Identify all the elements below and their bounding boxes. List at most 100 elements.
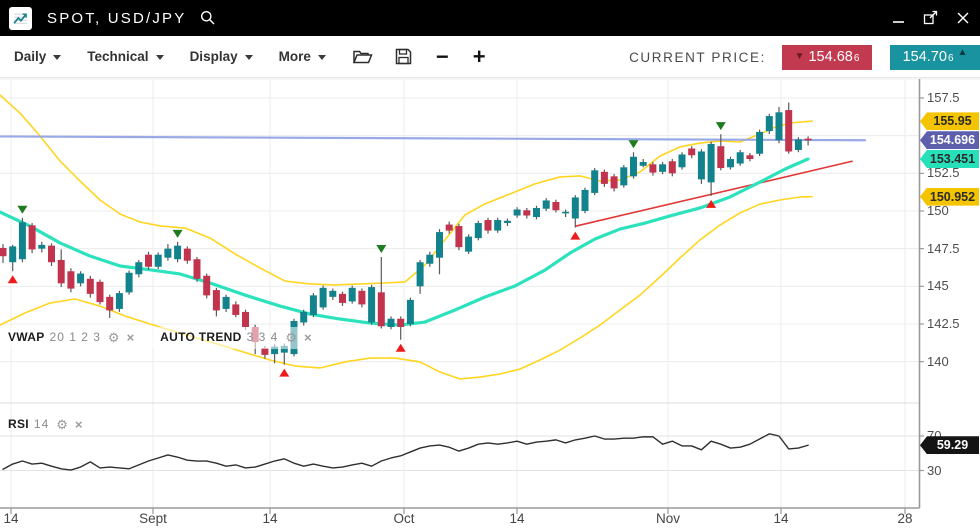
sell-marker-icon <box>628 140 639 149</box>
candle-down <box>96 281 104 303</box>
candle-up <box>436 232 443 258</box>
sell-marker-icon <box>17 205 28 214</box>
menu-more[interactable]: More <box>279 49 326 64</box>
title-bar: SPOT, USD/JPY <box>0 0 980 36</box>
candle-up <box>533 207 540 218</box>
search-icon[interactable] <box>200 10 216 26</box>
price-chart-canvas[interactable] <box>0 78 980 532</box>
menu-more-label: More <box>278 49 311 64</box>
candle-up <box>164 248 172 258</box>
rsi-value-tag: 59.29 <box>920 436 979 455</box>
auto-trend-params: 3 3 4 <box>246 330 279 344</box>
bid-price-value: 154.68 <box>808 49 853 65</box>
candle-up <box>280 345 288 353</box>
popout-window-icon[interactable] <box>922 9 940 27</box>
symbol-title: SPOT, USD/JPY <box>47 9 187 27</box>
candle-up <box>271 346 279 355</box>
candle-down <box>552 201 560 211</box>
price-axis-label: 145 <box>927 278 949 294</box>
candle-up <box>542 200 550 209</box>
auto-trend-remove-icon[interactable]: × <box>303 329 312 345</box>
candle-up <box>77 273 85 284</box>
candle-down <box>804 138 812 141</box>
menu-display[interactable]: Display <box>190 49 253 64</box>
candle-down <box>232 304 240 315</box>
rsi-params: 14 <box>33 417 50 431</box>
buy-marker-icon <box>395 343 406 352</box>
ask-price-badge: 154.70 6 ▲ <box>890 44 980 70</box>
rsi-settings-icon[interactable]: ⚙ <box>56 416 68 432</box>
date-axis-label: 14 <box>509 511 525 526</box>
candle-down <box>523 210 531 216</box>
candle-up <box>775 112 783 141</box>
date-axis-label: 14 <box>3 511 19 526</box>
close-icon[interactable] <box>954 9 972 27</box>
menu-daily[interactable]: Daily <box>14 49 62 64</box>
price-level-tag: 155.95 <box>920 112 979 131</box>
price-axis-label: 152.5 <box>927 165 960 181</box>
auto-trend-line <box>575 160 853 227</box>
app-logo-icon <box>9 6 32 30</box>
candle-down <box>445 224 453 231</box>
sell-marker-icon <box>376 244 387 253</box>
buy-marker-icon <box>7 275 18 284</box>
price-axis-label: 147.5 <box>927 240 960 256</box>
arrow-up-icon: ▲ <box>957 47 968 58</box>
date-axis-label: 14 <box>262 511 278 526</box>
ask-price-value: 154.70 <box>902 49 947 65</box>
candle-up <box>571 197 579 219</box>
candle-up <box>309 295 317 315</box>
candle-up <box>765 116 773 132</box>
chevron-down-icon <box>155 55 164 60</box>
date-axis-label: Nov <box>655 511 681 526</box>
price-axis-label: 142.5 <box>927 315 960 331</box>
buy-marker-icon <box>279 368 290 377</box>
candle-up <box>620 167 628 186</box>
candle-down <box>48 245 55 263</box>
chart-toolbar: Daily Technical Display More − + CURRENT… <box>0 36 980 78</box>
candle-up <box>368 287 376 323</box>
candle-up <box>125 272 133 293</box>
candle-down <box>106 296 114 311</box>
zoom-in-button[interactable]: + <box>472 43 486 69</box>
candle-down <box>484 220 492 231</box>
vwap-settings-icon[interactable]: ⚙ <box>107 329 120 345</box>
save-icon[interactable] <box>395 48 412 65</box>
candle-up <box>513 209 521 216</box>
vwap-label: VWAP <box>8 330 45 344</box>
price-level-tag: 153.451 <box>920 150 979 168</box>
candle-up <box>222 296 230 309</box>
current-price-group: CURRENT PRICE: ▼ 154.68 6 154.70 6 ▲ <box>629 36 980 78</box>
candle-down <box>397 318 405 328</box>
candle-up <box>154 254 162 267</box>
candle-up <box>474 223 482 239</box>
rsi-label: RSI <box>8 417 29 431</box>
menu-technical[interactable]: Technical <box>87 49 164 64</box>
candle-up <box>659 164 667 172</box>
candle-up <box>581 189 589 211</box>
candle-down <box>67 271 75 289</box>
minimize-icon[interactable] <box>890 9 908 27</box>
candle-down <box>600 171 608 184</box>
current-price-label: CURRENT PRICE: <box>629 49 766 65</box>
rsi-remove-icon[interactable]: × <box>74 416 83 432</box>
candle-up <box>38 244 46 249</box>
horizontal-price-line <box>0 135 867 142</box>
sell-marker-icon <box>715 122 726 131</box>
candle-down <box>183 248 191 261</box>
menu-daily-label: Daily <box>14 49 47 64</box>
candle-up <box>115 293 123 309</box>
vwap-remove-icon[interactable]: × <box>126 329 135 345</box>
zoom-out-button[interactable]: − <box>435 43 449 69</box>
bollinger-upper-band <box>0 94 813 286</box>
candle-up <box>736 152 744 164</box>
candle-down <box>717 146 725 169</box>
open-folder-icon[interactable] <box>352 48 373 65</box>
candle-down <box>339 293 346 303</box>
chevron-down-icon <box>317 55 326 60</box>
auto-trend-settings-icon[interactable]: ⚙ <box>285 329 297 345</box>
candle-up <box>503 220 511 224</box>
bid-price-badge: ▼ 154.68 6 <box>782 44 872 70</box>
chevron-down-icon <box>53 55 62 60</box>
price-axis-label: 150 <box>927 202 949 218</box>
